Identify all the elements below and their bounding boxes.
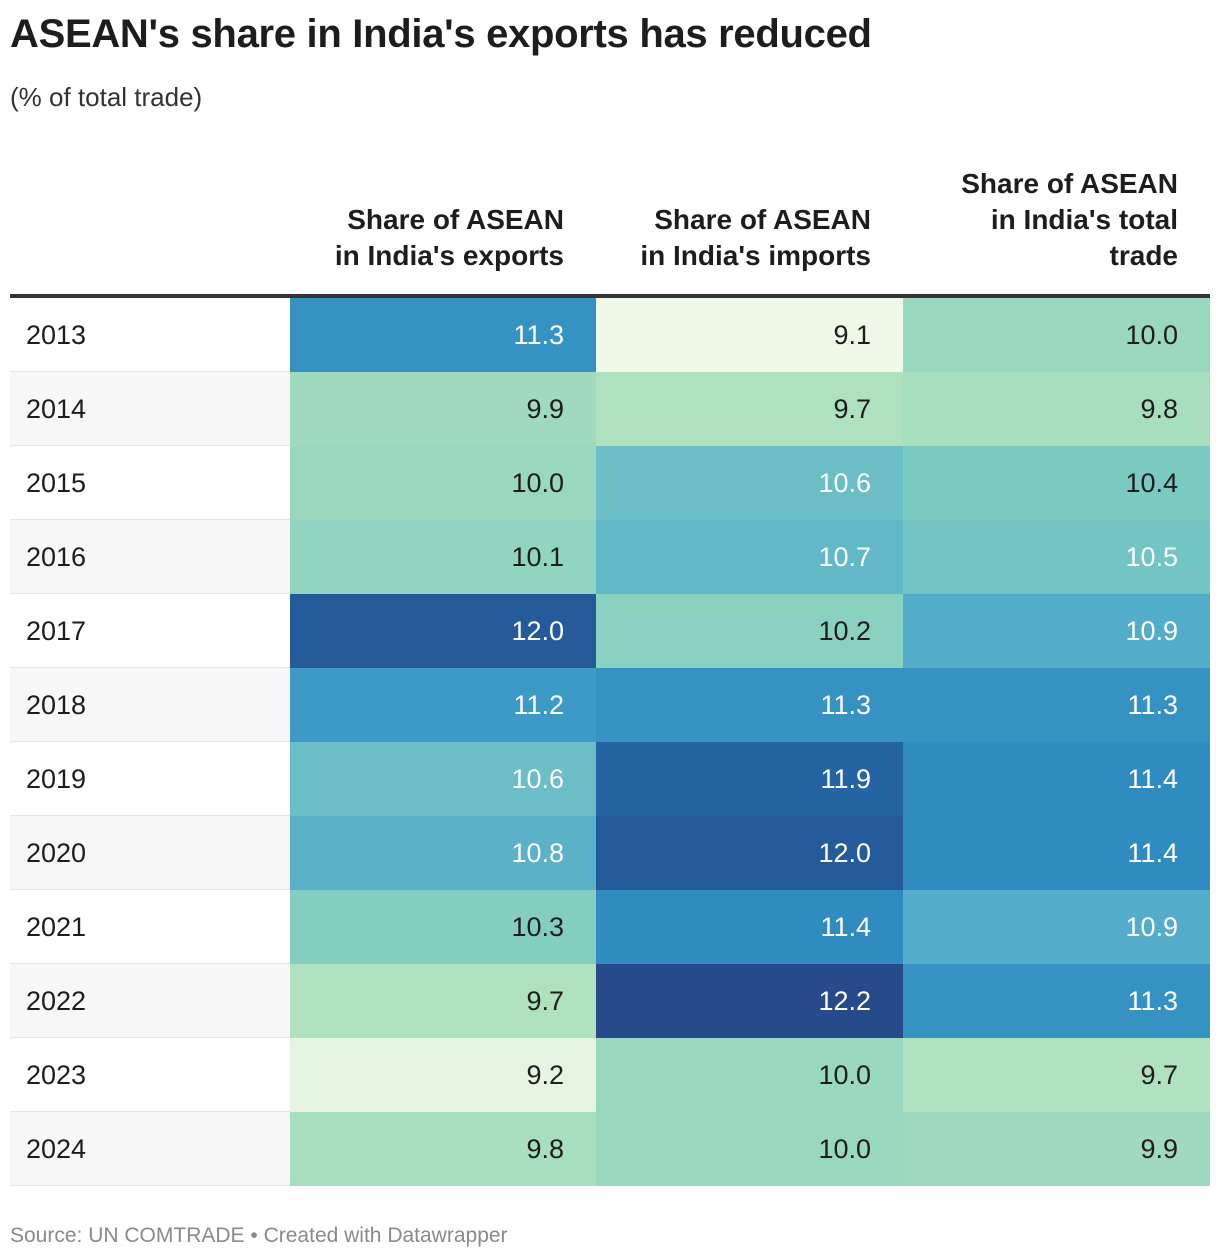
- column-header-line: Share of ASEAN: [347, 204, 564, 235]
- value-cell-total: 11.3: [903, 964, 1210, 1038]
- column-header-line: in India's exports: [334, 240, 564, 271]
- value-cell-exports: 10.0: [290, 446, 596, 520]
- table-body: 2013 11.3 9.1 10.0 2014 9.9 9.7 9.8 2015 10.0 10.6…: [10, 298, 1210, 1186]
- value-cell-total: 10.9: [903, 594, 1210, 668]
- value-cell-exports: 12.0: [290, 594, 596, 668]
- year-cell: 2017: [10, 594, 290, 668]
- value-cell-total: 10.4: [903, 446, 1210, 520]
- value-cell-imports: 10.2: [596, 594, 903, 668]
- table-row: 2021 10.3 11.4 10.9: [10, 890, 1210, 964]
- value-cell-exports: 10.1: [290, 520, 596, 594]
- table-row: 2022 9.7 12.2 11.3: [10, 964, 1210, 1038]
- value-cell-total: 9.7: [903, 1038, 1210, 1112]
- value-cell-total: 10.5: [903, 520, 1210, 594]
- value-cell-total: 10.9: [903, 890, 1210, 964]
- value-cell-exports: 11.2: [290, 668, 596, 742]
- value-cell-total: 9.8: [903, 372, 1210, 446]
- chart-footer: Source: UN COMTRADE • Created with Dataw…: [10, 1224, 508, 1248]
- credit-note: Created with Datawrapper: [263, 1224, 508, 1247]
- table-row: 2015 10.0 10.6 10.4: [10, 446, 1210, 520]
- value-cell-imports: 9.7: [596, 372, 903, 446]
- value-cell-imports: 11.3: [596, 668, 903, 742]
- value-cell-imports: 10.0: [596, 1038, 903, 1112]
- table-row: 2020 10.8 12.0 11.4: [10, 816, 1210, 890]
- source-note: Source: UN COMTRADE: [10, 1224, 245, 1247]
- year-cell: 2013: [10, 298, 290, 372]
- value-cell-imports: 10.6: [596, 446, 903, 520]
- footer-separator: •: [250, 1224, 258, 1247]
- value-cell-exports: 10.3: [290, 890, 596, 964]
- value-cell-exports: 10.6: [290, 742, 596, 816]
- year-cell: 2014: [10, 372, 290, 446]
- value-cell-total: 10.0: [903, 298, 1210, 372]
- chart-title: ASEAN's share in India's exports has red…: [10, 12, 872, 56]
- year-cell: 2019: [10, 742, 290, 816]
- table-row: 2018 11.2 11.3 11.3: [10, 668, 1210, 742]
- year-cell: 2020: [10, 816, 290, 890]
- year-cell: 2018: [10, 668, 290, 742]
- column-header-line: in India's total: [990, 204, 1178, 235]
- value-cell-exports: 10.8: [290, 816, 596, 890]
- value-cell-imports: 11.9: [596, 742, 903, 816]
- column-header-exports: Share of ASEAN in India's exports: [290, 202, 564, 274]
- column-header-line: Share of ASEAN: [654, 204, 871, 235]
- column-header-total: Share of ASEAN in India's total trade: [903, 166, 1178, 274]
- value-cell-total: 11.3: [903, 668, 1210, 742]
- year-cell: 2023: [10, 1038, 290, 1112]
- table-row: 2013 11.3 9.1 10.0: [10, 298, 1210, 372]
- table-row: 2019 10.6 11.9 11.4: [10, 742, 1210, 816]
- value-cell-exports: 11.3: [290, 298, 596, 372]
- value-cell-exports: 9.8: [290, 1112, 596, 1186]
- value-cell-imports: 12.2: [596, 964, 903, 1038]
- value-cell-total: 11.4: [903, 742, 1210, 816]
- value-cell-total: 11.4: [903, 816, 1210, 890]
- header-divider: [10, 294, 1210, 298]
- value-cell-imports: 10.7: [596, 520, 903, 594]
- table-row: 2023 9.2 10.0 9.7: [10, 1038, 1210, 1112]
- value-cell-imports: 12.0: [596, 816, 903, 890]
- year-cell: 2016: [10, 520, 290, 594]
- column-header-line: Share of ASEAN: [961, 168, 1178, 199]
- value-cell-imports: 11.4: [596, 890, 903, 964]
- column-header-line: trade: [1109, 240, 1178, 271]
- year-cell: 2021: [10, 890, 290, 964]
- column-header-line: in India's imports: [640, 240, 871, 271]
- value-cell-exports: 9.9: [290, 372, 596, 446]
- table-row: 2024 9.8 10.0 9.9: [10, 1112, 1210, 1186]
- value-cell-total: 9.9: [903, 1112, 1210, 1186]
- table-row: 2016 10.1 10.7 10.5: [10, 520, 1210, 594]
- value-cell-imports: 10.0: [596, 1112, 903, 1186]
- table-header: Share of ASEAN in India's exports Share of…: [10, 166, 1210, 294]
- table-row: 2014 9.9 9.7 9.8: [10, 372, 1210, 446]
- chart-subtitle: (% of total trade): [10, 82, 203, 112]
- value-cell-imports: 9.1: [596, 298, 903, 372]
- value-cell-exports: 9.7: [290, 964, 596, 1038]
- column-header-imports: Share of ASEAN in India's imports: [596, 202, 871, 274]
- value-cell-exports: 9.2: [290, 1038, 596, 1112]
- year-cell: 2024: [10, 1112, 290, 1186]
- year-cell: 2015: [10, 446, 290, 520]
- table-row: 2017 12.0 10.2 10.9: [10, 594, 1210, 668]
- year-cell: 2022: [10, 964, 290, 1038]
